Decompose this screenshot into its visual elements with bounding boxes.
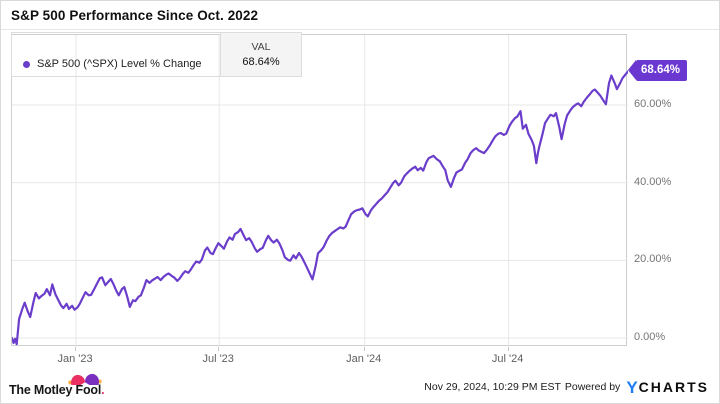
x-tick-mark <box>507 347 509 351</box>
timestamp: Nov 29, 2024, 10:29 PM EST <box>424 381 561 393</box>
motley-fool-wordmark: The Motley Fool. <box>9 383 105 397</box>
x-tick-label: Jul '24 <box>491 353 524 365</box>
ycharts-wordmark: CHARTS <box>638 378 709 395</box>
y-tick-label: 60.00% <box>634 97 672 110</box>
motley-fool-logo[interactable]: The Motley Fool. <box>9 372 119 399</box>
legend-series-label: S&P 500 (^SPX) Level % Change <box>37 58 202 70</box>
last-value-label: 68.64% <box>641 63 681 76</box>
page-title: S&P 500 Performance Since Oct. 2022 <box>11 8 259 23</box>
x-tick-mark <box>363 347 365 351</box>
legend-name-column: S&P 500 (^SPX) Level % Change <box>12 33 220 76</box>
ycharts-y-icon: Y <box>626 377 638 397</box>
legend-box: S&P 500 (^SPX) Level % Change VAL 68.64% <box>11 32 302 77</box>
brand-dot: . <box>101 383 105 397</box>
y-tick-label: 20.00% <box>634 253 672 266</box>
legend-val-header: VAL <box>251 40 271 53</box>
legend-series-row: S&P 500 (^SPX) Level % Change <box>12 52 220 76</box>
price-line <box>12 70 628 346</box>
x-tick-mark <box>218 347 220 351</box>
plot-area <box>11 34 628 347</box>
price-line-chart <box>12 35 628 347</box>
last-value-badge: 68.64% <box>627 59 688 81</box>
jester-hat-icon <box>68 373 102 385</box>
ycharts-logo[interactable]: Y CHARTS <box>626 379 709 396</box>
legend-val-column: VAL 68.64% <box>220 33 301 76</box>
footer-attribution: Nov 29, 2024, 10:29 PM EST Powered by Y … <box>424 377 709 397</box>
title-divider <box>1 29 719 30</box>
x-tick-label: Jan '23 <box>57 353 93 365</box>
x-tick-label: Jul '23 <box>202 353 234 365</box>
legend-val-value: 68.64% <box>242 55 280 68</box>
series-color-dot-icon <box>23 60 30 68</box>
x-tick-mark <box>75 347 77 351</box>
x-tick-label: Jan '24 <box>346 353 382 365</box>
y-tick-label: 40.00% <box>634 175 672 188</box>
y-tick-label: 0.00% <box>634 331 666 343</box>
legend-header-spacer <box>12 33 220 52</box>
powered-by-label: Powered by <box>564 381 621 393</box>
